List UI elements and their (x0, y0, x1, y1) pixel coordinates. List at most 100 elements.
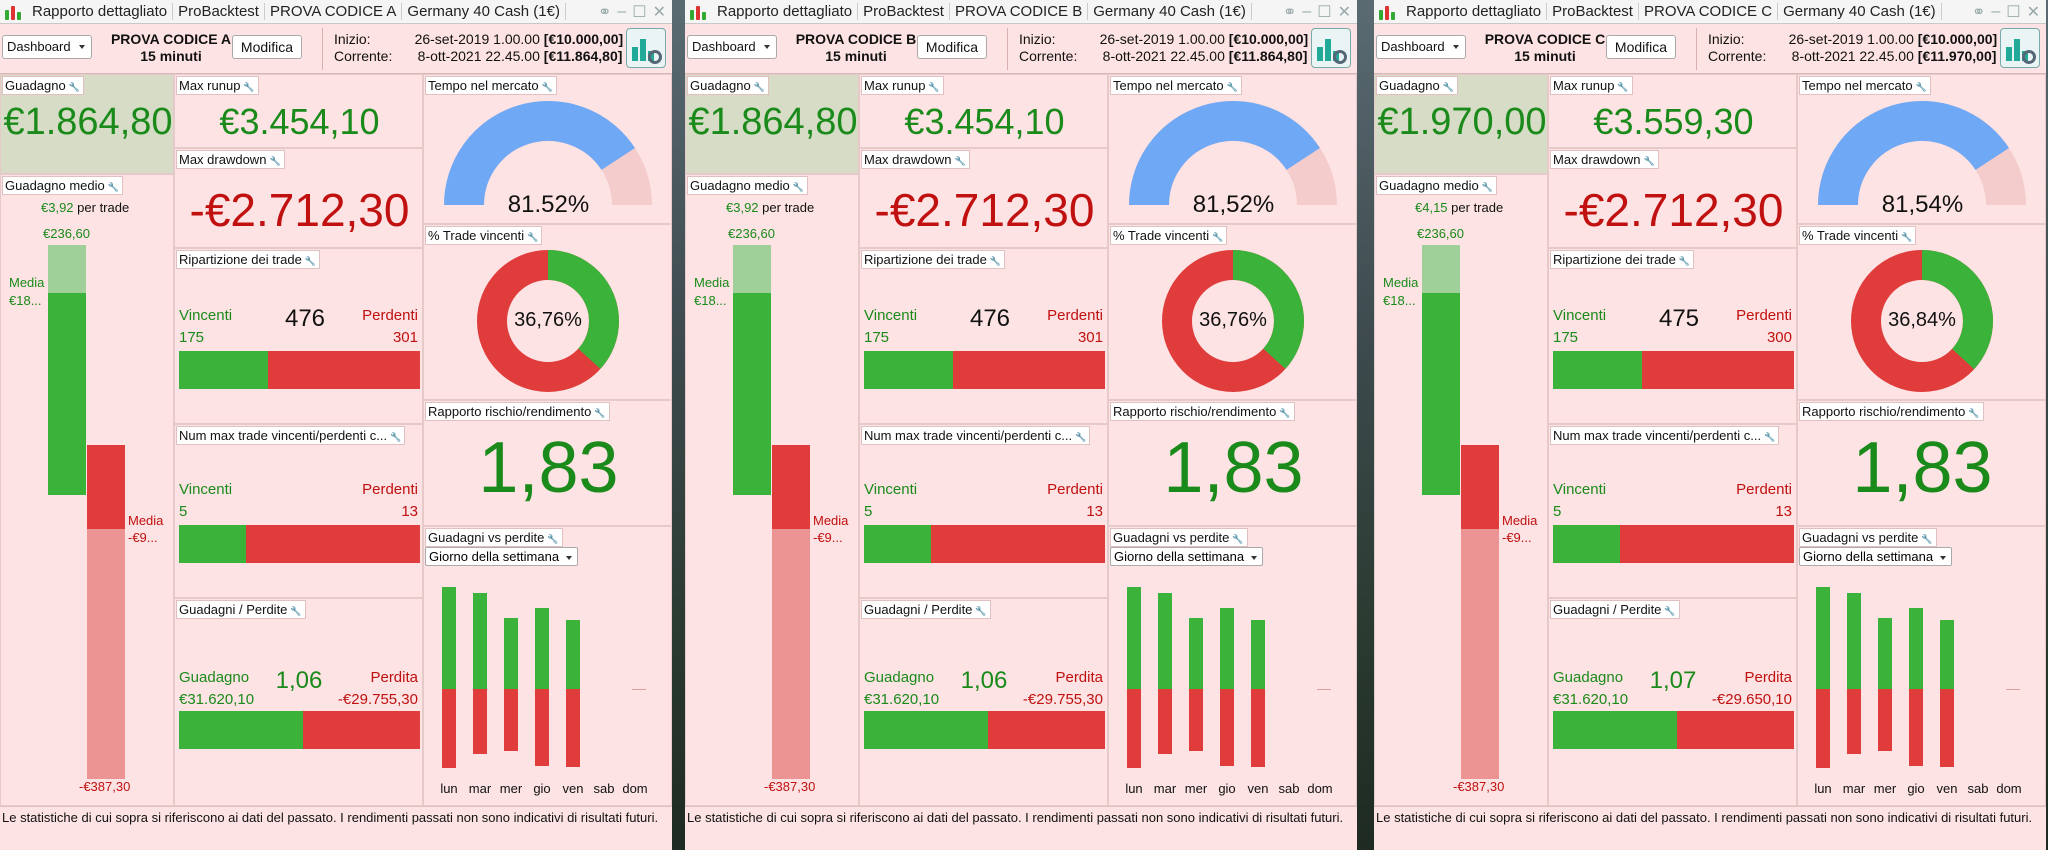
weekday-dropdown[interactable]: Giorno della settimana (425, 547, 579, 566)
trade-breakdown-label[interactable]: Ripartizione dei trade (861, 250, 1006, 269)
modify-button[interactable]: Modifica (1606, 35, 1676, 59)
media-win-label: Media (9, 275, 45, 290)
gain-label[interactable]: Guadagno (2, 76, 84, 95)
maximize-icon[interactable]: ☐ (2006, 3, 2021, 21)
minimize-icon[interactable]: – (1991, 2, 2001, 20)
gain-label[interactable]: Guadagno (687, 76, 769, 95)
gains-vs-losses-label[interactable]: Guadagni vs perdite (1110, 528, 1248, 547)
risk-reward-label[interactable]: Rapporto rischio/rendimento (1110, 402, 1295, 421)
title-bar[interactable]: Rapporto dettagliato ProBacktest PROVA C… (685, 0, 1357, 24)
modify-button[interactable]: Modifica (232, 35, 302, 59)
max-streak-panel: Num max trade vincenti/perdenti c... Vin… (174, 424, 423, 598)
weekday-dropdown[interactable]: Giorno della settimana (1110, 547, 1264, 566)
gl-ratio: 1,06 (275, 667, 323, 694)
tab-detailed-report[interactable]: Rapporto dettagliato (27, 3, 174, 20)
max-runup-label[interactable]: Max runup (1550, 76, 1633, 95)
weekday-label: mer (1184, 781, 1208, 796)
max-streak-label[interactable]: Num max trade vincenti/perdenti c... (176, 426, 406, 445)
gains-losses-summary-panel: Guadagni / Perdite Guadagno €31.620,10 1… (859, 598, 1108, 806)
maximize-icon[interactable]: ☐ (1317, 3, 1332, 21)
streak-win-bar (1553, 525, 1620, 563)
breakdown-win-bar (1553, 351, 1642, 389)
loss-distribution-bar-light (1461, 529, 1499, 779)
share-icon[interactable]: ⚭ (597, 3, 612, 21)
tab-instrument[interactable]: Germany 40 Cash (1€) (1778, 3, 1942, 20)
dashboard-dropdown[interactable]: Dashboard (2, 35, 92, 59)
close-icon[interactable]: ✕ (2026, 3, 2040, 21)
gains-vs-losses-panel: Guadagni vs perdite Giorno della settima… (1797, 526, 2046, 806)
title-bar[interactable]: Rapporto dettagliato ProBacktest PROVA C… (0, 0, 672, 24)
close-icon[interactable]: ✕ (1337, 3, 1351, 21)
report-settings-icon[interactable] (1311, 28, 1351, 68)
tab-code-name[interactable]: PROVA CODICE A (265, 3, 403, 20)
dashboard-dropdown[interactable]: Dashboard (1376, 35, 1466, 59)
report-settings-icon[interactable] (2000, 28, 2040, 68)
max-runup-label[interactable]: Max runup (861, 76, 944, 95)
weekday-label: lun (440, 781, 458, 796)
average-gain-label[interactable]: Guadagno medio (1376, 176, 1497, 195)
tab-instrument[interactable]: Germany 40 Cash (1€) (1088, 3, 1252, 20)
winning-trades-label[interactable]: % Trade vincenti (1799, 226, 1917, 245)
weekday-gain-bar (504, 618, 518, 689)
trade-breakdown-panel: Ripartizione dei trade Vincenti 175 475 … (1548, 248, 1797, 424)
start-date: 26-set-2019 1.00.00 (1099, 31, 1225, 47)
winning-trades-label[interactable]: % Trade vincenti (1110, 226, 1228, 245)
max-streak-label[interactable]: Num max trade vincenti/perdenti c... (861, 426, 1091, 445)
share-icon[interactable]: ⚭ (1282, 3, 1297, 21)
risk-reward-label[interactable]: Rapporto rischio/rendimento (1799, 402, 1984, 421)
max-drawdown-label[interactable]: Max drawdown (1550, 150, 1659, 169)
average-gain-label[interactable]: Guadagno medio (2, 176, 123, 195)
market-time-label[interactable]: Tempo nel mercato (425, 76, 557, 95)
trade-breakdown-panel: Ripartizione dei trade Vincenti 175 476 … (859, 248, 1108, 424)
start-date: 26-set-2019 1.00.00 (1788, 31, 1914, 47)
average-gain-label[interactable]: Guadagno medio (687, 176, 808, 195)
loss-distribution-bar-light (772, 529, 810, 779)
max-runup-label[interactable]: Max runup (176, 76, 259, 95)
minimize-icon[interactable]: – (1302, 2, 1312, 20)
gains-losses-summary-label[interactable]: Guadagni / Perdite (176, 600, 306, 619)
gains-losses-summary-label[interactable]: Guadagni / Perdite (861, 600, 991, 619)
report-settings-icon[interactable] (626, 28, 666, 68)
tab-probacktest[interactable]: ProBacktest (1547, 3, 1639, 20)
gains-vs-losses-label[interactable]: Guadagni vs perdite (425, 528, 563, 547)
max-streak-label[interactable]: Num max trade vincenti/perdenti c... (1550, 426, 1780, 445)
weekday-loss-bar (1127, 689, 1141, 768)
weekday-dropdown[interactable]: Giorno della settimana (1799, 547, 1953, 566)
winning-trades-label[interactable]: % Trade vincenti (425, 226, 543, 245)
maximize-icon[interactable]: ☐ (632, 3, 647, 21)
media-win-value: €18... (9, 293, 42, 308)
tab-probacktest[interactable]: ProBacktest (173, 3, 265, 20)
gain-label[interactable]: Guadagno (1376, 76, 1458, 95)
market-time-label[interactable]: Tempo nel mercato (1110, 76, 1242, 95)
tab-detailed-report[interactable]: Rapporto dettagliato (712, 3, 859, 20)
share-icon[interactable]: ⚭ (1971, 3, 1986, 21)
tab-instrument[interactable]: Germany 40 Cash (1€) (402, 3, 566, 20)
close-icon[interactable]: ✕ (652, 3, 666, 21)
tab-code-name[interactable]: PROVA CODICE B (950, 3, 1089, 20)
trade-breakdown-label[interactable]: Ripartizione dei trade (1550, 250, 1695, 269)
tab-probacktest[interactable]: ProBacktest (858, 3, 950, 20)
max-drawdown-label[interactable]: Max drawdown (176, 150, 285, 169)
average-per-trade: €4,15 per trade (1415, 200, 1503, 215)
trade-breakdown-label[interactable]: Ripartizione dei trade (176, 250, 321, 269)
max-drawdown-label[interactable]: Max drawdown (861, 150, 970, 169)
title-bar[interactable]: Rapporto dettagliato ProBacktest PROVA C… (1374, 0, 2046, 24)
modify-button[interactable]: Modifica (917, 35, 987, 59)
weekday-gain-bar (1251, 620, 1265, 689)
weekday-label: dom (622, 781, 648, 796)
max-streak-panel: Num max trade vincenti/perdenti c... Vin… (859, 424, 1108, 598)
gains-vs-losses-label[interactable]: Guadagni vs perdite (1799, 528, 1937, 547)
dashboard-dropdown[interactable]: Dashboard (687, 35, 777, 59)
gl-loss-value: -€29.650,10 (1711, 691, 1792, 708)
weekday-loss-bar (1189, 689, 1203, 751)
streak-win-label: Vincenti (179, 481, 233, 498)
tab-detailed-report[interactable]: Rapporto dettagliato (1401, 3, 1548, 20)
max-runup-panel: Max runup €3.454,10 (174, 74, 423, 148)
start-label: Inizio: (1019, 31, 1056, 47)
tab-code-name[interactable]: PROVA CODICE C (1639, 3, 1779, 20)
market-time-label[interactable]: Tempo nel mercato (1799, 76, 1931, 95)
gains-losses-summary-label[interactable]: Guadagni / Perdite (1550, 600, 1680, 619)
per-trade-suffix: per trade (1451, 200, 1504, 215)
minimize-icon[interactable]: – (617, 2, 627, 20)
risk-reward-label[interactable]: Rapporto rischio/rendimento (425, 402, 610, 421)
